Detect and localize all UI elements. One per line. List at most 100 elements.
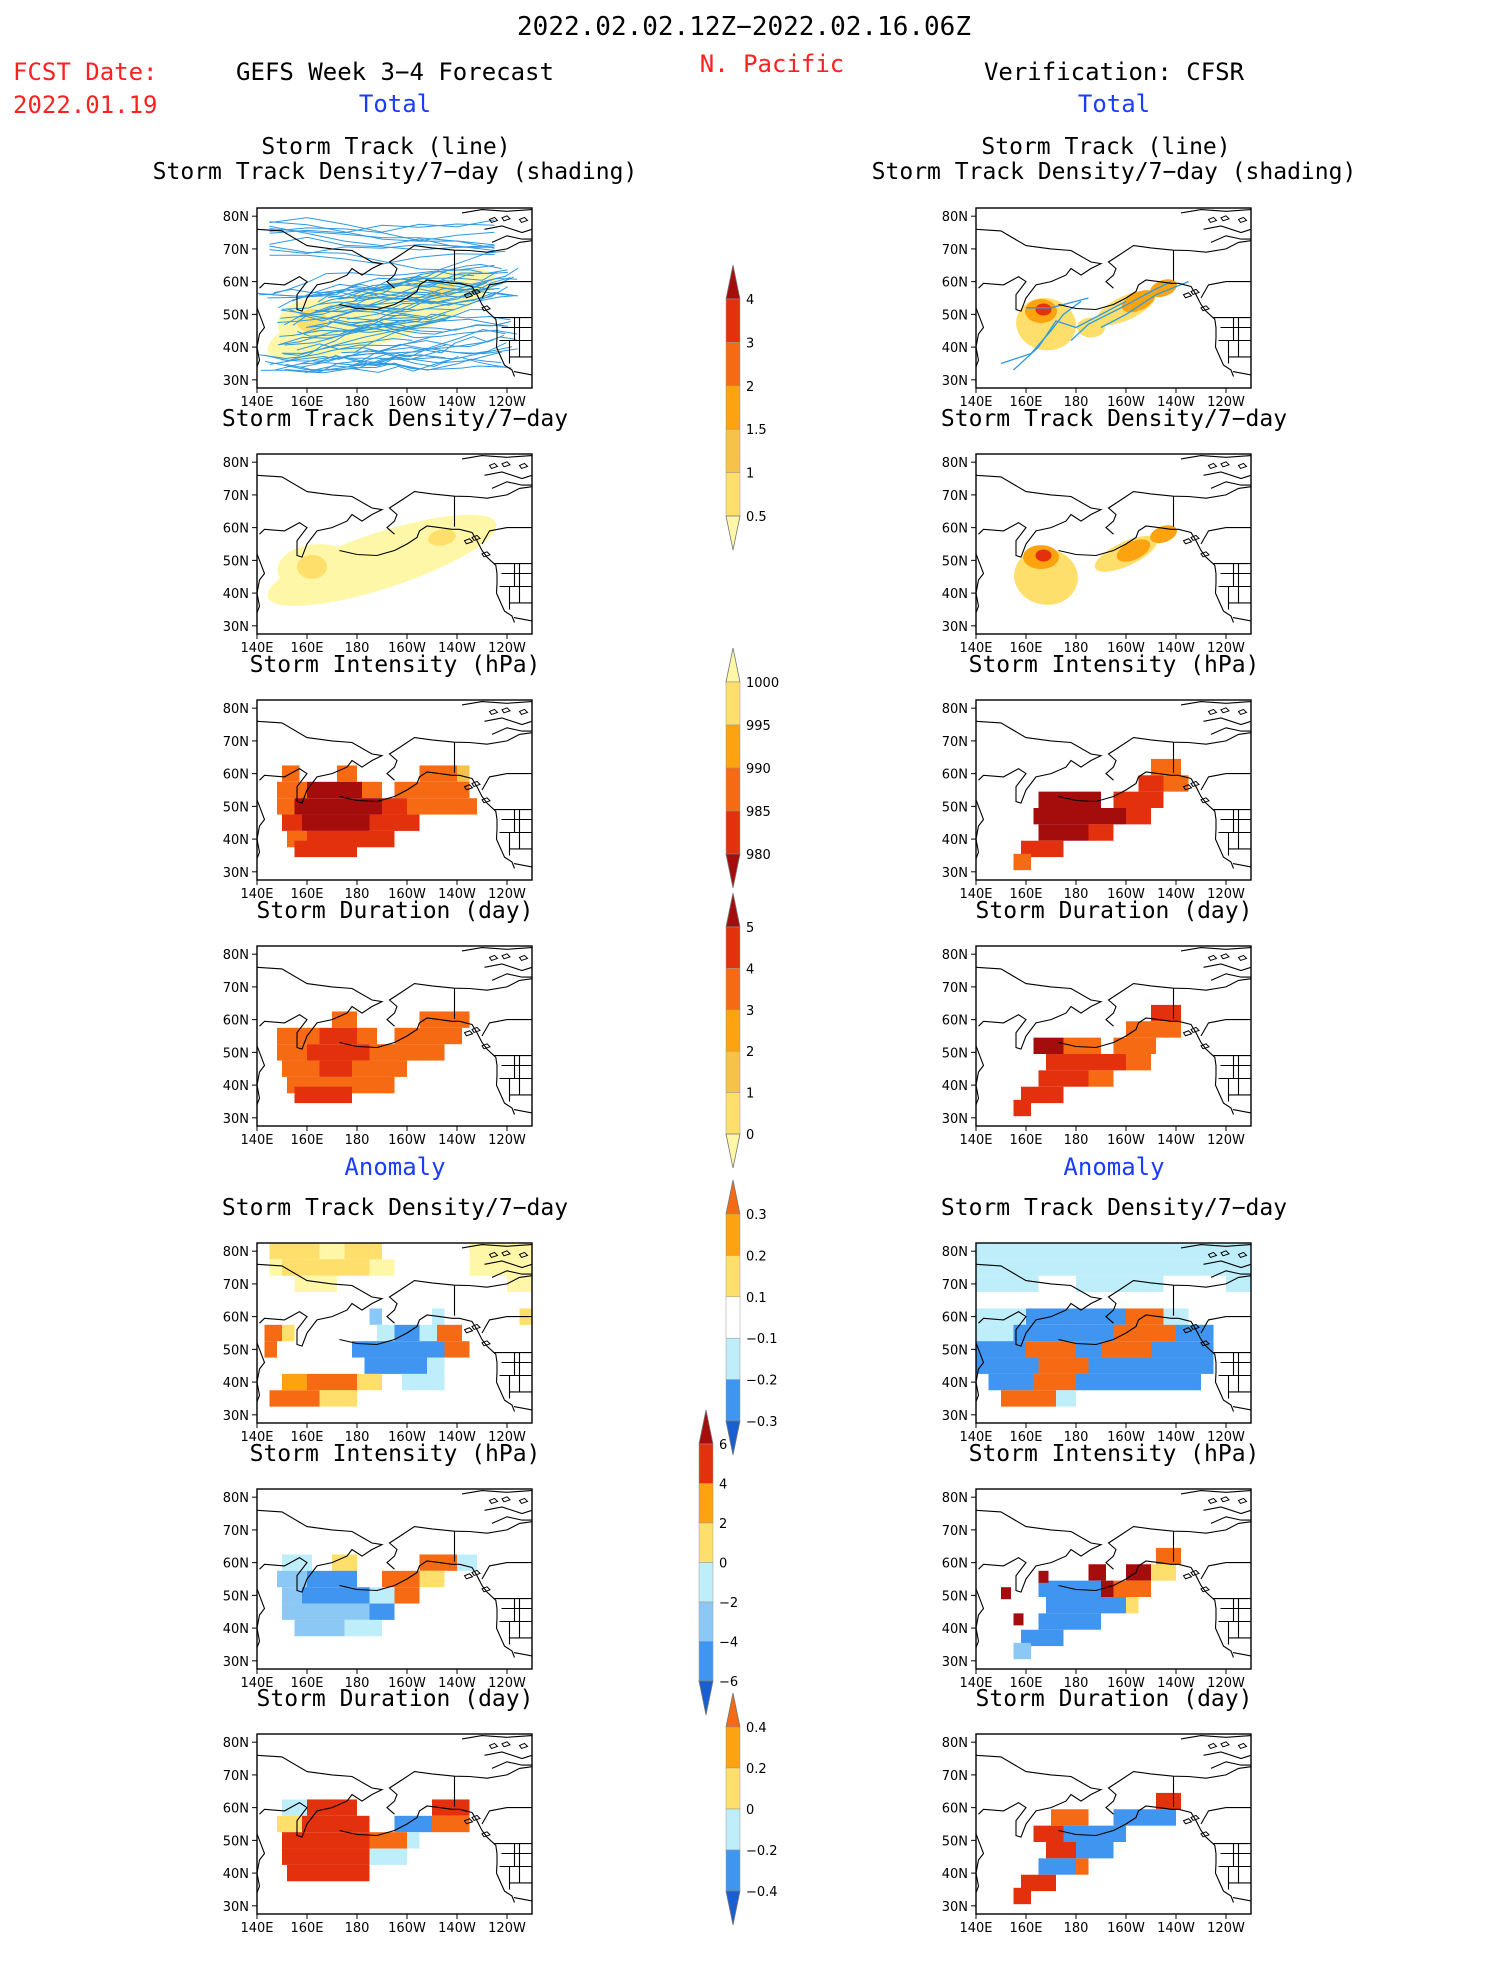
map-svg: 140E 160E 180 160W 140W 120W 80N 70N 60N 50N 40N 30… [942, 699, 1252, 902]
storm-track-line [260, 356, 512, 374]
coastline [513, 863, 533, 868]
grid-cell [419, 1044, 445, 1061]
grid-cell [294, 840, 357, 858]
colorbar-label: 0.4 [746, 1721, 767, 1736]
lon-tick-label: 160E [1009, 887, 1042, 902]
coastline [1210, 727, 1251, 735]
colorbar-label: −0.1 [746, 1332, 778, 1347]
coastline [513, 1652, 533, 1657]
grid-cell [1126, 808, 1151, 825]
coastline [386, 240, 533, 289]
density-contour [428, 529, 456, 546]
coastline [339, 1017, 516, 1115]
lon-tick-label: 140E [240, 1676, 273, 1691]
coastline [975, 307, 985, 367]
colorbar-label: 0 [719, 1557, 727, 1572]
grid-cell [307, 781, 362, 799]
lon-tick-label: 180 [345, 395, 370, 410]
lon-tick-label: 160E [1009, 1430, 1042, 1445]
grid-cell [988, 1373, 1034, 1391]
grid-cell [432, 1799, 470, 1816]
island [463, 784, 474, 791]
coastline [975, 553, 985, 613]
coastline [975, 1342, 985, 1402]
grid-cell [1138, 775, 1164, 792]
lat-tick-label: 40N [942, 833, 968, 848]
colorbar-swatch [725, 385, 741, 430]
colorbar-label: 2 [746, 1045, 754, 1060]
lat-tick-label: 50N [223, 1589, 249, 1604]
map-panel-verification-intensity-anomaly: 140E 160E 180 160W 140W 120W 80N 70N 60N 50N 40N 30… [934, 1481, 1254, 1721]
lon-tick-label: 160W [388, 1430, 426, 1445]
island [463, 1327, 474, 1334]
island [1200, 1340, 1210, 1347]
lat-tick-label: 80N [223, 1245, 249, 1260]
lat-tick-label: 70N [942, 735, 968, 750]
colorbar-svg: 1000 995 990 985 980 [725, 647, 779, 889]
coastline [1232, 1897, 1252, 1902]
island [481, 797, 491, 804]
coastline [481, 1019, 532, 1037]
lon-tick-label: 120W [1207, 1676, 1245, 1691]
coastline [1200, 1316, 1251, 1334]
lon-tick-label: 180 [1064, 1921, 1089, 1936]
map-svg: 140E 160E 180 160W 140W 120W 80N 70N 60N 50N 40N 30… [223, 1733, 533, 1936]
coastline [1105, 240, 1252, 289]
lat-tick-label: 80N [223, 210, 249, 225]
lat-tick-label: 30N [223, 374, 249, 389]
lat-tick-label: 60N [223, 1802, 249, 1817]
lon-tick-label: 120W [1207, 1921, 1245, 1936]
grid-cell [264, 1341, 277, 1358]
coastline [1180, 1735, 1252, 1740]
island [1207, 1251, 1218, 1259]
grid-cell [1038, 791, 1101, 808]
colorbar-swatch [725, 1213, 741, 1256]
coastline [1058, 1314, 1235, 1412]
coastline [386, 486, 533, 535]
lon-tick-label: 160E [290, 1430, 323, 1445]
coastline [1232, 1406, 1252, 1411]
lat-tick-label: 60N [223, 1311, 249, 1326]
grid-cell [437, 1324, 462, 1342]
colorbar-swatch [725, 968, 741, 1011]
lon-tick-label: 140W [1157, 1921, 1195, 1936]
panel-title: Storm Track Density/7−day [940, 1195, 1288, 1221]
lat-tick-label: 50N [942, 308, 968, 323]
grid-cell [307, 1570, 357, 1588]
lon-tick-label: 120W [488, 887, 526, 902]
lat-tick-label: 40N [942, 1867, 968, 1882]
island [1207, 1497, 1218, 1505]
colorbar-label: 0.5 [746, 510, 767, 525]
coastline [481, 1807, 532, 1825]
colorbar-swatch [698, 1641, 714, 1682]
island [1207, 216, 1218, 224]
island [1220, 215, 1230, 222]
lon-tick-label: 160W [1107, 1921, 1145, 1936]
island [488, 1251, 499, 1259]
island [471, 534, 481, 542]
coastline [1232, 371, 1252, 376]
lon-tick-label: 120W [488, 641, 526, 656]
coastline [461, 1490, 533, 1495]
colorbar-label: 0 [746, 1128, 754, 1143]
colorbar-intensity-anomaly: 6 4 2 0 −2 −4 −6 [695, 1409, 815, 1716]
island [501, 707, 511, 714]
grid-cell [1076, 1373, 1201, 1391]
storm-track-line [352, 267, 519, 293]
lon-tick-label: 120W [1207, 887, 1245, 902]
island [518, 216, 529, 224]
coastline [461, 455, 533, 460]
panel-subtitle: Storm Track Density/7−day (shading) [152, 159, 638, 185]
coastline [1210, 1516, 1251, 1524]
island [1190, 1323, 1200, 1331]
lat-tick-label: 40N [223, 833, 249, 848]
lat-tick-label: 50N [942, 554, 968, 569]
lat-tick-label: 70N [223, 735, 249, 750]
lon-tick-label: 180 [345, 1133, 370, 1148]
coastline [484, 963, 533, 972]
lat-tick-label: 80N [942, 210, 968, 225]
island [501, 1741, 511, 1748]
grid-cell [1113, 1037, 1156, 1054]
lon-tick-label: 140E [240, 641, 273, 656]
grid-cell [407, 798, 462, 815]
